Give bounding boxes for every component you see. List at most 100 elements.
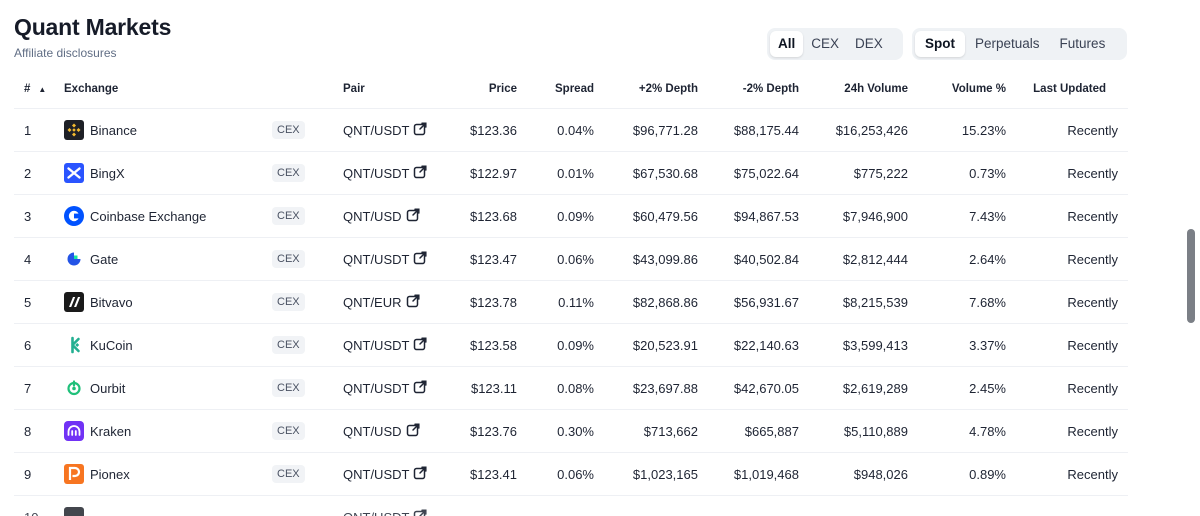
price-cell: $122.97 [427, 152, 517, 194]
pair-label: QNT/EUR [343, 295, 402, 310]
price-cell: $123.47 [427, 238, 517, 280]
markets-table: # ▲ Exchange Pair Price Spread +2% Depth… [14, 70, 1128, 516]
external-link-icon [409, 122, 427, 139]
market-type-filter: Spot Perpetuals Futures [912, 28, 1127, 60]
exchange-cell[interactable]: Coinbase Exchange [64, 195, 264, 237]
volume-pct-cell: 2.64% [916, 238, 1006, 280]
column-price-header[interactable]: Price [427, 70, 517, 108]
filter-all-button[interactable]: All [770, 31, 803, 57]
depth-plus-cell: $82,868.86 [598, 281, 698, 323]
spread-cell: 0.09% [524, 195, 594, 237]
price-cell: $123.41 [427, 453, 517, 495]
kraken-logo-icon [64, 421, 84, 441]
affiliate-disclosures-link[interactable]: Affiliate disclosures [14, 46, 117, 60]
column-exchange-header[interactable]: Exchange [64, 70, 264, 108]
filter-spot-button[interactable]: Spot [915, 31, 965, 57]
exchange-cell[interactable]: BingX [64, 152, 264, 194]
column-depth-plus-header[interactable]: +2% Depth [598, 70, 698, 108]
column-rank-header[interactable]: # ▲ [24, 70, 54, 108]
column-depth-minus-header[interactable]: -2% Depth [699, 70, 799, 108]
spread-cell: 0.30% [524, 410, 594, 452]
column-updated-header[interactable]: Last Updated [996, 70, 1106, 108]
exchange-cell[interactable]: Binance [64, 109, 264, 151]
page-scrollbar-thumb[interactable] [1187, 229, 1195, 323]
pair-link[interactable]: QNT/USD [343, 208, 420, 225]
pair-label: QNT/USD [343, 209, 402, 224]
updated-cell: Recently [1008, 367, 1118, 409]
filter-perpetuals-button[interactable]: Perpetuals [965, 31, 1050, 57]
exchange-name: KuCoin [90, 338, 133, 353]
exchange-cell[interactable]: Bitvavo [64, 281, 264, 323]
exchange-cell[interactable]: Ourbit [64, 367, 264, 409]
depth-minus-cell: $42,670.05 [699, 367, 799, 409]
pair-link[interactable]: QNT/USDT [343, 380, 427, 397]
venue-type-cell: CEX [272, 367, 312, 409]
spread-cell: 0.01% [524, 152, 594, 194]
pair-link[interactable]: QNT/USDT [343, 509, 427, 516]
gate-logo-icon [64, 249, 84, 269]
updated-cell: Recently [1008, 152, 1118, 194]
pair-link[interactable]: QNT/USDT [343, 251, 427, 268]
volume-cell: $2,619,289 [798, 367, 908, 409]
spread-cell: 0.08% [524, 367, 594, 409]
updated-cell: Recently [1008, 281, 1118, 323]
price-cell: $123.11 [427, 367, 517, 409]
price-cell: $123.76 [427, 410, 517, 452]
exchange-cell[interactable]: Kraken [64, 410, 264, 452]
exchange-cell[interactable]: KuCoin [64, 324, 264, 366]
venue-type-badge: CEX [272, 465, 305, 483]
updated-cell: Recently [1008, 410, 1118, 452]
binance-logo-icon [64, 120, 84, 140]
venue-type-cell: CEX [272, 109, 312, 151]
venue-type-badge: CEX [272, 336, 305, 354]
pair-label: QNT/USDT [343, 252, 409, 267]
table-row-partial[interactable]: 10QNT/USDT [14, 496, 1128, 516]
updated-cell: Recently [1008, 324, 1118, 366]
updated-cell: Recently [1008, 453, 1118, 495]
price-cell: $123.78 [427, 281, 517, 323]
depth-plus-cell: $60,479.56 [598, 195, 698, 237]
ourbit-logo-icon [64, 378, 84, 398]
volume-pct-cell: 7.68% [916, 281, 1006, 323]
exchange-cell[interactable] [64, 502, 264, 516]
venue-type-badge: CEX [272, 293, 305, 311]
exchange-cell[interactable]: Gate [64, 238, 264, 280]
filter-dex-button[interactable]: DEX [847, 31, 891, 57]
external-link-icon [402, 423, 420, 440]
column-volume-header[interactable]: 24h Volume [798, 70, 908, 108]
exchange-name: Bitvavo [90, 295, 133, 310]
pair-link[interactable]: QNT/USD [343, 423, 420, 440]
pair-link[interactable]: QNT/USDT [343, 165, 427, 182]
external-link-icon [402, 294, 420, 311]
venue-type-cell: CEX [272, 324, 312, 366]
venue-type-cell: CEX [272, 238, 312, 280]
exchange-cell[interactable]: Pionex [64, 453, 264, 495]
pionex-logo-icon [64, 464, 84, 484]
filter-cex-button[interactable]: CEX [803, 31, 847, 57]
pair-link[interactable]: QNT/EUR [343, 294, 420, 311]
column-volume-pct-header[interactable]: Volume % [916, 70, 1006, 108]
pair-link[interactable]: QNT/USDT [343, 122, 427, 139]
depth-minus-cell: $1,019,468 [699, 453, 799, 495]
exchange-name: Binance [90, 123, 137, 138]
venue-type-cell: CEX [272, 453, 312, 495]
column-spread-header[interactable]: Spread [524, 70, 594, 108]
updated-cell: Recently [1008, 195, 1118, 237]
rank-cell: 4 [24, 238, 54, 280]
pair-link[interactable]: QNT/USDT [343, 466, 427, 483]
pair-link[interactable]: QNT/USDT [343, 337, 427, 354]
exchange-logo-icon [64, 507, 84, 516]
rank-cell: 6 [24, 324, 54, 366]
pair-label: QNT/USD [343, 424, 402, 439]
filter-futures-button[interactable]: Futures [1050, 31, 1116, 57]
